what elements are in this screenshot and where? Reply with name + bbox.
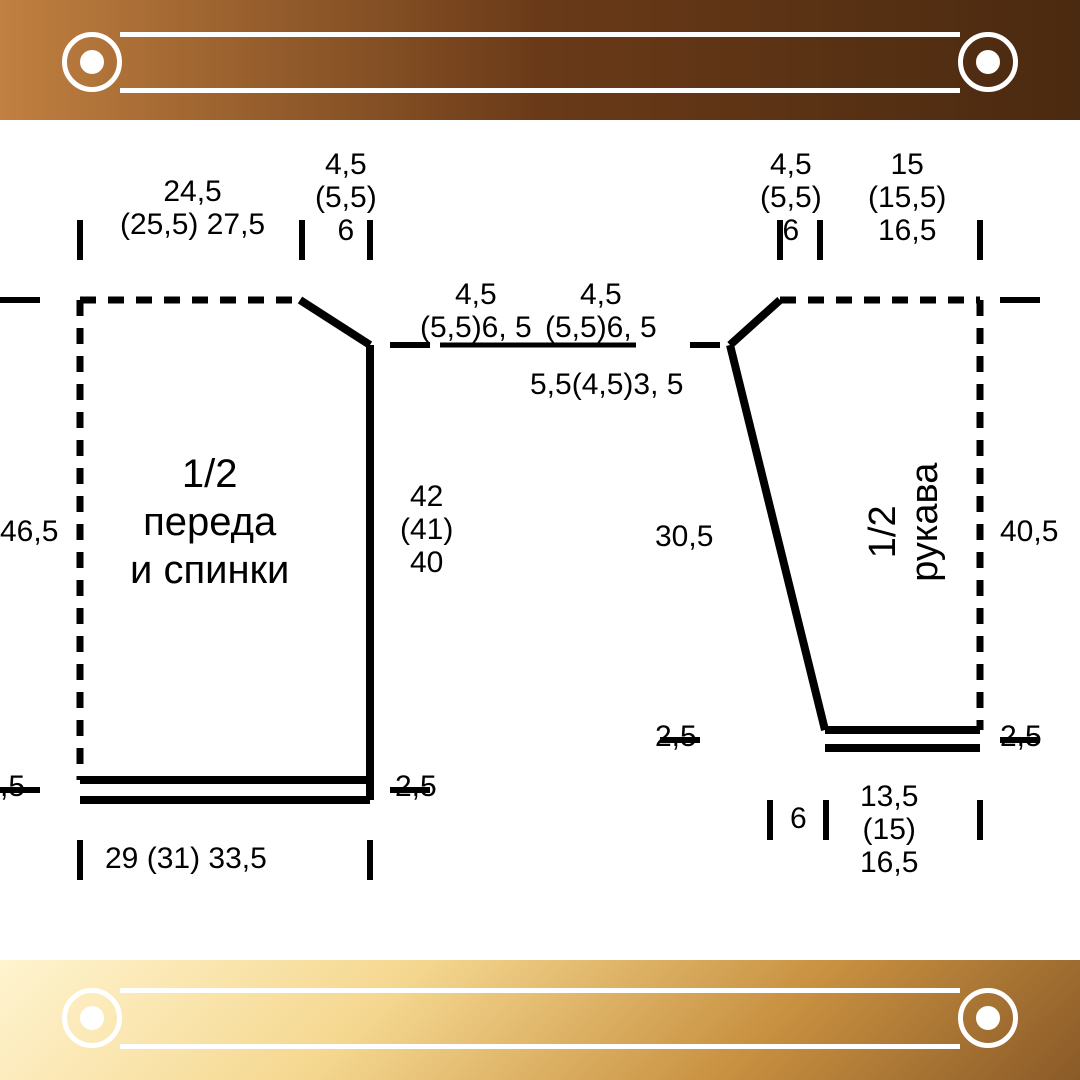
frame-bot-right-inner [976, 1006, 1000, 1030]
frame-top-left-inner [80, 50, 104, 74]
decorative-band-bottom [0, 960, 1080, 1080]
sleeve-top-neck-l1: 4,5 [770, 148, 812, 181]
frame-bot-line-lower [120, 1044, 960, 1049]
decorative-band-top [0, 0, 1080, 120]
sleeve-hem-left: 2,5 [655, 720, 697, 753]
frame-top-right-inner [976, 50, 1000, 74]
sleeve-top-cap: 15 (15,5) 16,5 [868, 148, 946, 247]
frame-bot-line-upper [120, 988, 960, 993]
sleeve-cuff-inset: 6 [790, 802, 807, 835]
sleeve-title-half: 1/2 [862, 505, 904, 558]
sleeve-top-cap-l3: 16,5 [878, 214, 936, 247]
sleeve-cuff-width-l1: 13,5 [860, 780, 918, 813]
schematic-diagram: 24,5 (25,5) 27,5 4,5 (5,5) 6 46,5 42 (41… [0, 120, 1080, 960]
frame-top-line-upper [120, 32, 960, 37]
sleeve-title-text: рукава [904, 463, 946, 582]
band-top-fill [0, 0, 1080, 120]
sleeve-top-neck-l3: 6 [783, 214, 800, 247]
sleeve-top-cap-l2: (15,5) [868, 181, 946, 214]
sleeve-top-neck-l2: (5,5) [760, 181, 822, 214]
band-bot-fill [0, 960, 1080, 1080]
sleeve-top-cap-l1: 15 [891, 148, 924, 181]
sleeve-top-neck: 4,5 (5,5) 6 [760, 148, 822, 247]
sleeve-title: 1/2 рукава [863, 482, 947, 582]
frame-bot-left-inner [80, 1006, 104, 1030]
frame-top-line-lower [120, 88, 960, 93]
sleeve-cuff-width-l3: 16,5 [860, 846, 918, 879]
sleeve-left-height: 30,5 [655, 520, 713, 553]
sleeve-right-height: 40,5 [1000, 515, 1058, 548]
sleeve-cuff-width: 13,5 (15) 16,5 [860, 780, 918, 879]
sleeve-hem-right: 2,5 [1000, 720, 1042, 753]
sleeve-cuff-width-l2: (15) [863, 813, 916, 846]
